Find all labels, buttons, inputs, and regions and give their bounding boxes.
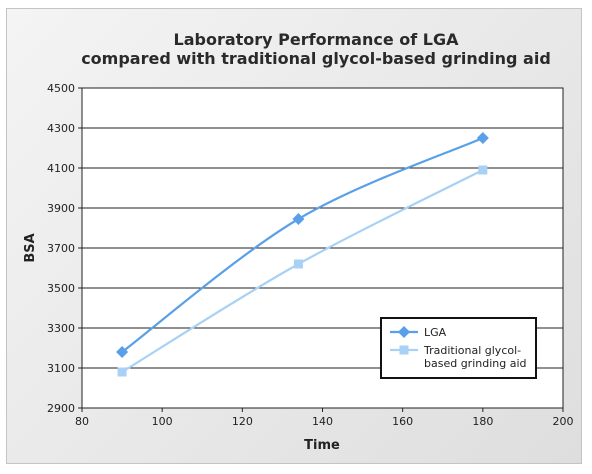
y-tick-label: 3100 bbox=[47, 362, 75, 375]
y-tick-label: 4100 bbox=[47, 162, 75, 175]
y-tick-label: 3500 bbox=[47, 282, 75, 295]
data-point-lga bbox=[292, 213, 305, 225]
axis-ticks: 2900 3100 3300 3500 3700 3900 4100 4300 4500 80 10… bbox=[47, 82, 574, 428]
y-tick-label: 3300 bbox=[47, 322, 75, 335]
data-point-lga bbox=[116, 346, 129, 358]
series-layer bbox=[116, 132, 489, 377]
legend: LGA Traditional glycol-based grinding aid bbox=[380, 317, 537, 379]
x-tick-label: 140 bbox=[312, 415, 333, 428]
data-point-lga bbox=[476, 132, 489, 144]
legend-label-traditional: Traditional glycol- bbox=[423, 344, 521, 357]
y-tick-label: 3700 bbox=[47, 242, 75, 255]
x-axis-title: Time bbox=[304, 438, 340, 453]
x-tick-label: 80 bbox=[75, 415, 89, 428]
chart-title-line-1: Laboratory Performance of LGA bbox=[174, 30, 460, 49]
legend-marker-traditional bbox=[399, 345, 409, 355]
y-axis-title: BSA bbox=[23, 233, 38, 262]
data-point-traditional bbox=[293, 259, 303, 269]
legend-marker-lga bbox=[398, 326, 410, 338]
y-tick-label: 2900 bbox=[47, 402, 75, 415]
x-tick-label: 200 bbox=[553, 415, 574, 428]
x-tick-label: 160 bbox=[392, 415, 413, 428]
y-tick-label: 4300 bbox=[47, 122, 75, 135]
chart-title-line-2: compared with traditional glycol-based g… bbox=[81, 49, 551, 68]
data-point-traditional bbox=[478, 165, 488, 175]
legend-label-traditional: based grinding aid bbox=[424, 357, 527, 370]
x-tick-label: 100 bbox=[152, 415, 173, 428]
y-tick-label: 3900 bbox=[47, 202, 75, 215]
data-point-traditional bbox=[117, 367, 127, 377]
legend-label-lga: LGA bbox=[424, 326, 447, 339]
y-tick-label: 4500 bbox=[47, 82, 75, 95]
x-tick-label: 180 bbox=[472, 415, 493, 428]
x-tick-label: 120 bbox=[232, 415, 253, 428]
grid-lines bbox=[82, 127, 563, 369]
